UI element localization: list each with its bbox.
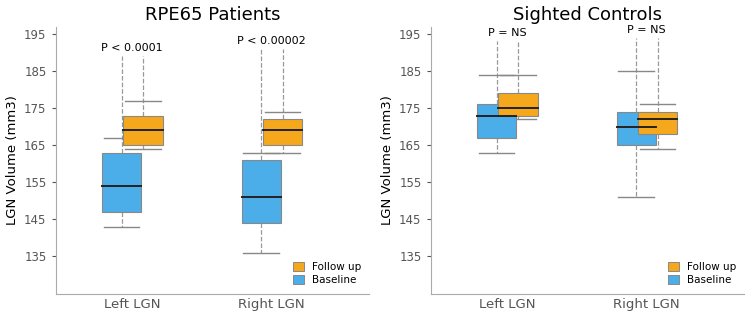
Text: P = NS: P = NS (628, 25, 666, 35)
Bar (499, 93, 538, 115)
Bar (477, 104, 516, 138)
Bar (638, 112, 677, 134)
Text: P = NS: P = NS (488, 28, 526, 38)
Title: Sighted Controls: Sighted Controls (513, 6, 662, 23)
Legend: Follow up, Baseline: Follow up, Baseline (290, 259, 364, 288)
Bar (263, 119, 302, 145)
Y-axis label: LGN Volume (mm3): LGN Volume (mm3) (380, 95, 394, 225)
Y-axis label: LGN Volume (mm3): LGN Volume (mm3) (5, 95, 19, 225)
Bar (616, 112, 656, 145)
Bar (124, 115, 163, 145)
Text: P < 0.00002: P < 0.00002 (238, 36, 306, 46)
Title: RPE65 Patients: RPE65 Patients (145, 6, 280, 23)
Legend: Follow up, Baseline: Follow up, Baseline (665, 259, 740, 288)
Bar (102, 152, 141, 212)
Bar (242, 160, 280, 223)
Text: P < 0.0001: P < 0.0001 (101, 43, 163, 53)
